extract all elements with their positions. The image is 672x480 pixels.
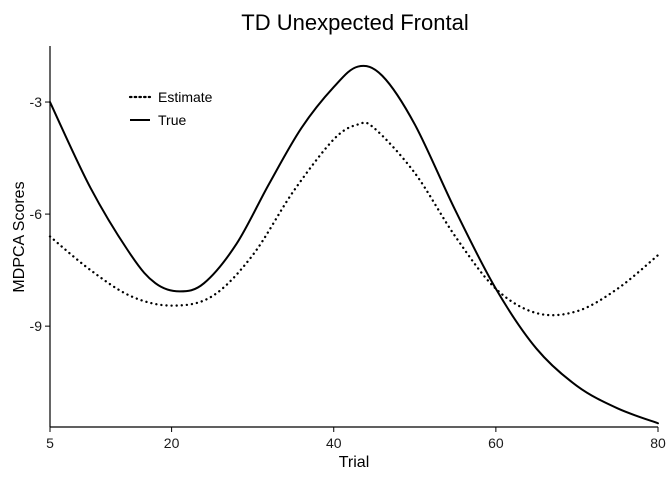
x-tick-label: 40 xyxy=(326,435,342,451)
y-tick-label: -3 xyxy=(30,94,43,110)
x-axis-label: Trial xyxy=(339,454,370,471)
legend-label-true: True xyxy=(158,112,186,128)
x-tick-label: 5 xyxy=(46,435,54,451)
plot-area: 5 20 40 60 80 -3 -6 -9 xyxy=(30,46,666,451)
legend-item-estimate: Estimate xyxy=(128,89,213,105)
x-tick-label: 60 xyxy=(488,435,504,451)
x-tick-label: 20 xyxy=(164,435,180,451)
legend-label-estimate: Estimate xyxy=(158,89,213,105)
legend-item-true: True xyxy=(130,112,186,128)
y-axis-label: MDPCA Scores xyxy=(11,181,28,292)
x-ticks: 5 20 40 60 80 xyxy=(46,427,666,451)
series-line-true xyxy=(49,64,659,425)
x-tick-label: 80 xyxy=(650,435,666,451)
y-ticks: -3 -6 -9 xyxy=(30,94,50,334)
y-tick-label: -9 xyxy=(30,318,43,334)
series-layer xyxy=(48,64,660,425)
y-tick-label: -6 xyxy=(30,206,43,222)
chart-title: TD Unexpected Frontal xyxy=(241,10,468,35)
series-line-estimate xyxy=(48,121,660,317)
legend: Estimate True xyxy=(128,89,213,128)
